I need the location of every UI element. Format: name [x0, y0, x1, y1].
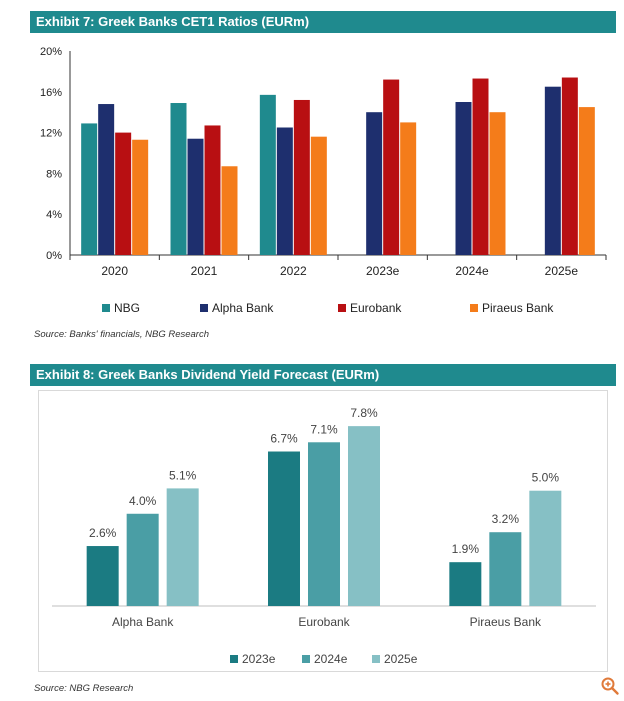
bar-2025e-eurobank [348, 426, 380, 606]
legend-label-piraeus-bank: Piraeus Bank [482, 301, 554, 315]
legend-label-2025e: 2025e [384, 652, 418, 666]
bar-alpha-bank-2023e [366, 112, 383, 255]
zoom-icon[interactable] [600, 676, 620, 696]
data-label: 4.0% [129, 494, 157, 508]
x-tick-label: 2021 [191, 264, 218, 278]
legend-label-eurobank: Eurobank [350, 301, 402, 315]
data-label: 3.2% [492, 512, 520, 526]
bar-alpha-bank-2020 [98, 104, 115, 255]
bar-eurobank-2022 [293, 99, 310, 256]
bar-nbg-2022 [259, 94, 276, 255]
bar-eurobank-2021 [204, 125, 221, 256]
legend-swatch-2024e [302, 655, 310, 663]
exhibit-8-header: Exhibit 8: Greek Banks Dividend Yield Fo… [30, 364, 616, 386]
bar-piraeus-bank-2022 [310, 136, 327, 255]
bar-2023e-eurobank [268, 451, 300, 606]
legend-swatch-nbg [102, 304, 110, 312]
legend-swatch-2025e [372, 655, 380, 663]
x-tick-label: 2020 [101, 264, 128, 278]
x-tick-label: 2022 [280, 264, 307, 278]
data-label: 5.0% [532, 471, 560, 485]
legend-label-2023e: 2023e [242, 652, 276, 666]
bar-piraeus-bank-2025e [578, 107, 595, 255]
bar-alpha-bank-2024e [455, 102, 472, 255]
bar-piraeus-bank-2021 [221, 166, 238, 255]
x-tick-label: Piraeus Bank [470, 615, 542, 629]
legend-label-alpha-bank: Alpha Bank [212, 301, 274, 315]
bar-piraeus-bank-2024e [489, 112, 506, 255]
bar-eurobank-2020 [115, 132, 132, 255]
data-label: 7.1% [310, 422, 338, 436]
bar-2023e-alpha-bank [86, 546, 119, 606]
data-label: 7.8% [350, 406, 378, 420]
exhibit-8-frame [38, 390, 608, 672]
x-tick-label: 2023e [366, 264, 400, 278]
bar-2024e-alpha-bank [126, 513, 159, 606]
x-tick-label: Alpha Bank [112, 615, 174, 629]
y-tick-label: 16% [40, 87, 62, 99]
data-label: 5.1% [169, 468, 197, 482]
dividend-yield-chart: Alpha Bank 2.6% 4.0% 5.1% Eurobank 6.7% 7.1% 7.… [52, 406, 596, 666]
y-tick-label: 4% [46, 209, 62, 221]
bar-piraeus-bank-2023e [400, 122, 417, 256]
x-tick-label: Eurobank [298, 615, 350, 629]
exhibit-7-source: Source: Banks' financials, NBG Research [34, 329, 210, 340]
bar-piraeus-bank-2020 [132, 139, 149, 255]
bar-2025e-piraeus-bank [529, 490, 562, 606]
bar-alpha-bank-2022 [276, 127, 293, 255]
legend-swatch-piraeus-bank [470, 304, 478, 312]
data-label: 6.7% [270, 432, 298, 446]
y-tick-label: 8% [46, 168, 62, 180]
legend-swatch-eurobank [338, 304, 346, 312]
bar-alpha-bank-2025e [544, 86, 561, 255]
cet1-ratio-chart: 0% 4% 8% 12% 16% 20% 2020 2021 2022 2023e 2024e 202… [40, 46, 607, 315]
bar-eurobank-2024e [472, 78, 489, 255]
bar-alpha-bank-2021 [187, 138, 204, 255]
bar-eurobank-2023e [383, 79, 400, 255]
bar-nbg-2020 [81, 123, 98, 255]
legend-label-nbg: NBG [114, 301, 140, 315]
x-tick-label: 2024e [455, 264, 489, 278]
bar-nbg-2021 [170, 103, 187, 256]
exhibit-8-source: Source: NBG Research [34, 683, 134, 694]
bar-2025e-alpha-bank [166, 488, 199, 606]
bar-2023e-piraeus-bank [449, 562, 482, 606]
exhibit-7-header: Exhibit 7: Greek Banks CET1 Ratios (EURm… [30, 11, 616, 33]
bar-2024e-piraeus-bank [489, 532, 522, 606]
bar-2024e-eurobank [308, 442, 340, 606]
legend-swatch-alpha-bank [200, 304, 208, 312]
bar-eurobank-2025e [561, 77, 578, 255]
legend-swatch-2023e [230, 655, 238, 663]
y-tick-label: 0% [46, 250, 62, 262]
data-label: 2.6% [89, 526, 117, 540]
y-tick-label: 12% [40, 128, 62, 140]
data-label: 1.9% [452, 542, 480, 556]
y-tick-label: 20% [40, 46, 62, 58]
x-tick-label: 2025e [545, 264, 579, 278]
legend-label-2024e: 2024e [314, 652, 348, 666]
